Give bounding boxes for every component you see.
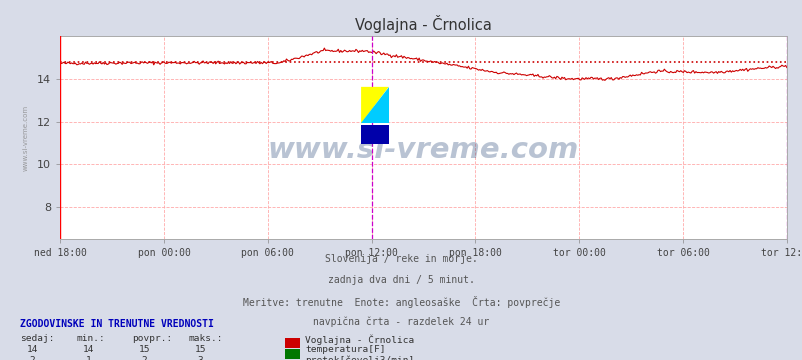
Text: 15: 15 [139, 345, 150, 354]
Title: Voglajna - Črnolica: Voglajna - Črnolica [354, 15, 492, 33]
Text: navpična črta - razdelek 24 ur: navpična črta - razdelek 24 ur [313, 316, 489, 327]
Text: povpr.:: povpr.: [132, 334, 172, 343]
Text: Voglajna - Črnolica: Voglajna - Črnolica [305, 334, 414, 345]
Text: pretok[čevelj3/min]: pretok[čevelj3/min] [305, 356, 414, 360]
Text: 2: 2 [29, 356, 35, 360]
Text: temperatura[F]: temperatura[F] [305, 345, 385, 354]
Text: ZGODOVINSKE IN TRENUTNE VREDNOSTI: ZGODOVINSKE IN TRENUTNE VREDNOSTI [20, 319, 213, 329]
Text: Meritve: trenutne  Enote: angleosaške  Črta: povprečje: Meritve: trenutne Enote: angleosaške Črt… [242, 296, 560, 307]
Text: sedaj:: sedaj: [20, 334, 55, 343]
Text: www.si-vreme.com: www.si-vreme.com [22, 105, 28, 171]
Text: Slovenija / reke in morje.: Slovenija / reke in morje. [325, 254, 477, 264]
Bar [361, 125, 388, 144]
Polygon shape [361, 87, 388, 123]
Text: 3: 3 [197, 356, 204, 360]
Text: 1: 1 [85, 356, 91, 360]
Text: 14: 14 [26, 345, 38, 354]
Text: 15: 15 [195, 345, 206, 354]
Text: 2: 2 [141, 356, 148, 360]
Text: www.si-vreme.com: www.si-vreme.com [268, 136, 578, 164]
Text: zadnja dva dni / 5 minut.: zadnja dva dni / 5 minut. [328, 275, 474, 285]
Text: min.:: min.: [76, 334, 105, 343]
Polygon shape [361, 87, 388, 123]
Text: maks.:: maks.: [188, 334, 223, 343]
Text: 14: 14 [83, 345, 94, 354]
